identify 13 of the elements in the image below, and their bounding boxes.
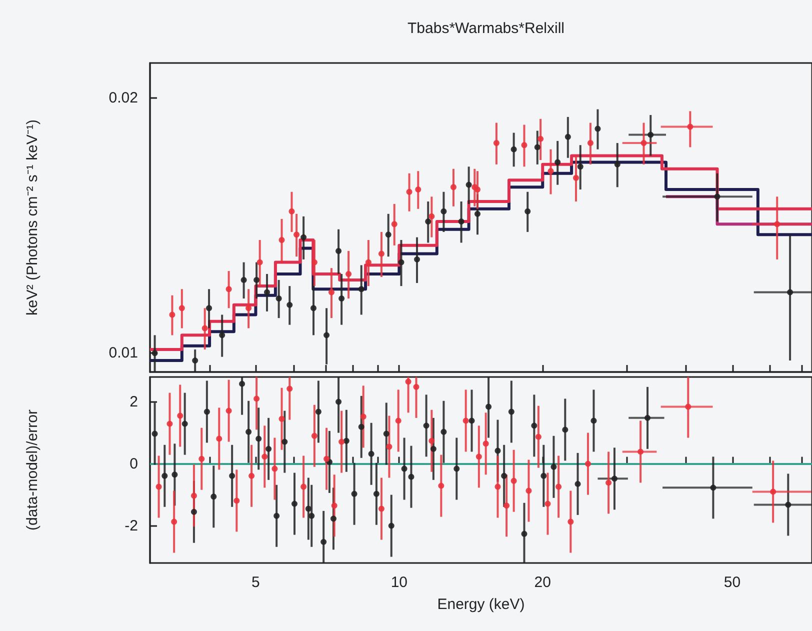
x-tick-label: 20: [534, 574, 551, 591]
chart-title: Tbabs*Warmabs*Relxill: [408, 20, 564, 37]
x-tick-label: 10: [390, 574, 408, 591]
y-tick-label: -2: [124, 517, 138, 534]
x-tick-label: 5: [252, 574, 260, 591]
y-axis-title: (data-model)/error: [24, 410, 41, 530]
x-tick-label: 50: [724, 574, 741, 591]
y-tick-label: 2: [130, 393, 138, 410]
y-tick-label: 0.01: [108, 344, 138, 362]
y-tick-label: 0: [130, 455, 138, 472]
y-axis-title: keV² (Photons cm⁻² s⁻¹ keV⁻¹): [24, 120, 41, 316]
x-axis-title: Energy (keV): [437, 596, 525, 613]
y-tick-label: 0.02: [108, 90, 138, 107]
